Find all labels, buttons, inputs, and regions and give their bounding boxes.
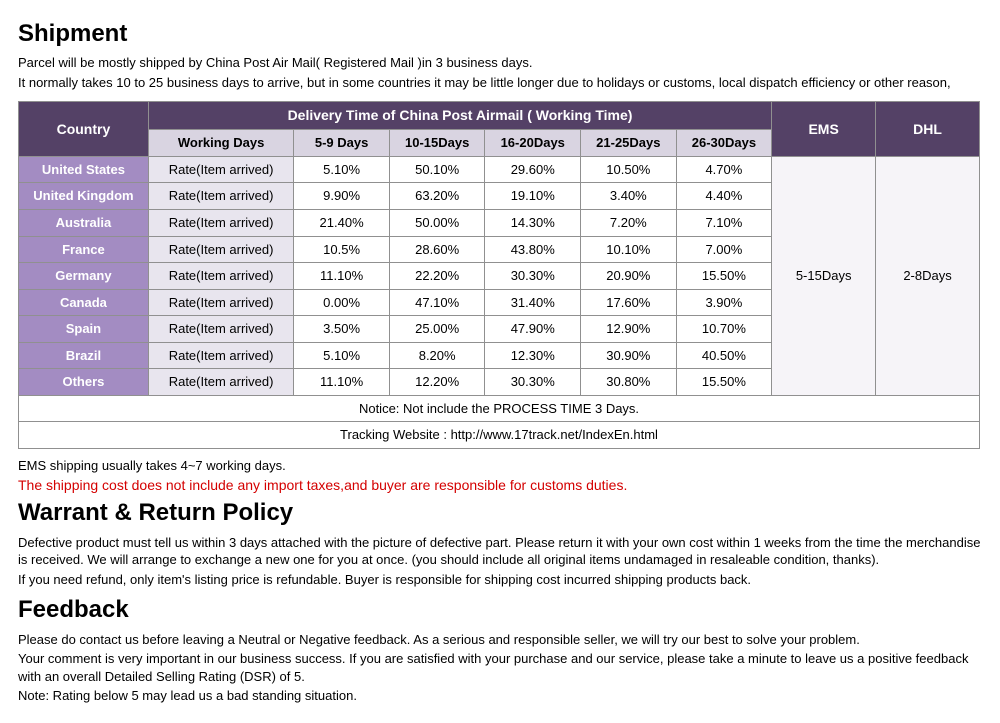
- value-cell: 8.20%: [389, 342, 485, 369]
- country-cell: United States: [19, 156, 149, 183]
- shipping-table-wrap: Country Delivery Time of China Post Airm…: [18, 101, 982, 448]
- value-cell: 47.90%: [485, 316, 581, 343]
- country-cell: Spain: [19, 316, 149, 343]
- value-cell: 3.90%: [676, 289, 772, 316]
- value-cell: 7.10%: [676, 210, 772, 237]
- value-cell: 15.50%: [676, 263, 772, 290]
- dhl-cell: 2-8Days: [876, 156, 980, 395]
- value-cell: 7.00%: [676, 236, 772, 263]
- value-cell: 9.90%: [294, 183, 390, 210]
- rate-label-cell: Rate(Item arrived): [148, 289, 293, 316]
- hdr-country: Country: [19, 102, 149, 156]
- value-cell: 50.10%: [389, 156, 485, 183]
- warrant-title: Warrant & Return Policy: [18, 497, 982, 529]
- country-cell: Brazil: [19, 342, 149, 369]
- value-cell: 10.50%: [581, 156, 677, 183]
- value-cell: 11.10%: [294, 369, 390, 396]
- value-cell: 12.30%: [485, 342, 581, 369]
- feedback-p1: Please do contact us before leaving a Ne…: [18, 631, 982, 649]
- table-tracking-row: Tracking Website : http://www.17track.ne…: [19, 422, 980, 449]
- value-cell: 5.10%: [294, 342, 390, 369]
- sub-working-days: Working Days: [148, 130, 293, 157]
- value-cell: 29.60%: [485, 156, 581, 183]
- value-cell: 4.40%: [676, 183, 772, 210]
- rate-label-cell: Rate(Item arrived): [148, 263, 293, 290]
- value-cell: 12.90%: [581, 316, 677, 343]
- value-cell: 31.40%: [485, 289, 581, 316]
- value-cell: 14.30%: [485, 210, 581, 237]
- ems-cell: 5-15Days: [772, 156, 876, 395]
- value-cell: 11.10%: [294, 263, 390, 290]
- country-cell: Germany: [19, 263, 149, 290]
- feedback-p2: Your comment is very important in our bu…: [18, 650, 982, 685]
- ems-note: EMS shipping usually takes 4~7 working d…: [18, 457, 982, 475]
- table-header-row: Country Delivery Time of China Post Airm…: [19, 102, 980, 130]
- warrant-p2: If you need refund, only item's listing …: [18, 571, 982, 589]
- sub-d2: 10-15Days: [389, 130, 485, 157]
- value-cell: 12.20%: [389, 369, 485, 396]
- value-cell: 43.80%: [485, 236, 581, 263]
- feedback-title: Feedback: [18, 594, 982, 626]
- hdr-ems: EMS: [772, 102, 876, 156]
- rate-label-cell: Rate(Item arrived): [148, 342, 293, 369]
- value-cell: 47.10%: [389, 289, 485, 316]
- customs-note: The shipping cost does not include any i…: [18, 476, 982, 495]
- hdr-dhl: DHL: [876, 102, 980, 156]
- value-cell: 30.90%: [581, 342, 677, 369]
- value-cell: 0.00%: [294, 289, 390, 316]
- value-cell: 3.50%: [294, 316, 390, 343]
- country-cell: Canada: [19, 289, 149, 316]
- rate-label-cell: Rate(Item arrived): [148, 183, 293, 210]
- value-cell: 22.20%: [389, 263, 485, 290]
- shipping-table: Country Delivery Time of China Post Airm…: [18, 101, 980, 448]
- hdr-delivery: Delivery Time of China Post Airmail ( Wo…: [148, 102, 771, 130]
- rate-label-cell: Rate(Item arrived): [148, 369, 293, 396]
- warrant-p1: Defective product must tell us within 3 …: [18, 534, 982, 569]
- value-cell: 30.80%: [581, 369, 677, 396]
- value-cell: 5.10%: [294, 156, 390, 183]
- rate-label-cell: Rate(Item arrived): [148, 236, 293, 263]
- table-notice: Notice: Not include the PROCESS TIME 3 D…: [19, 395, 980, 422]
- value-cell: 17.60%: [581, 289, 677, 316]
- value-cell: 10.70%: [676, 316, 772, 343]
- table-tracking: Tracking Website : http://www.17track.ne…: [19, 422, 980, 449]
- value-cell: 25.00%: [389, 316, 485, 343]
- value-cell: 40.50%: [676, 342, 772, 369]
- sub-d3: 16-20Days: [485, 130, 581, 157]
- shipment-line2: It normally takes 10 to 25 business days…: [18, 74, 982, 92]
- country-cell: United Kingdom: [19, 183, 149, 210]
- value-cell: 30.30%: [485, 263, 581, 290]
- country-cell: France: [19, 236, 149, 263]
- rate-label-cell: Rate(Item arrived): [148, 210, 293, 237]
- value-cell: 3.40%: [581, 183, 677, 210]
- value-cell: 7.20%: [581, 210, 677, 237]
- value-cell: 21.40%: [294, 210, 390, 237]
- sub-d1: 5-9 Days: [294, 130, 390, 157]
- value-cell: 63.20%: [389, 183, 485, 210]
- value-cell: 19.10%: [485, 183, 581, 210]
- rate-label-cell: Rate(Item arrived): [148, 316, 293, 343]
- rate-label-cell: Rate(Item arrived): [148, 156, 293, 183]
- shipment-line1: Parcel will be mostly shipped by China P…: [18, 54, 982, 72]
- value-cell: 10.5%: [294, 236, 390, 263]
- value-cell: 20.90%: [581, 263, 677, 290]
- value-cell: 30.30%: [485, 369, 581, 396]
- table-notice-row: Notice: Not include the PROCESS TIME 3 D…: [19, 395, 980, 422]
- sub-d4: 21-25Days: [581, 130, 677, 157]
- value-cell: 15.50%: [676, 369, 772, 396]
- table-row: United StatesRate(Item arrived)5.10%50.1…: [19, 156, 980, 183]
- value-cell: 10.10%: [581, 236, 677, 263]
- feedback-p3: Note: Rating below 5 may lead us a bad s…: [18, 687, 982, 705]
- value-cell: 50.00%: [389, 210, 485, 237]
- country-cell: Australia: [19, 210, 149, 237]
- value-cell: 28.60%: [389, 236, 485, 263]
- shipment-title: Shipment: [18, 18, 982, 50]
- country-cell: Others: [19, 369, 149, 396]
- sub-d5: 26-30Days: [676, 130, 772, 157]
- value-cell: 4.70%: [676, 156, 772, 183]
